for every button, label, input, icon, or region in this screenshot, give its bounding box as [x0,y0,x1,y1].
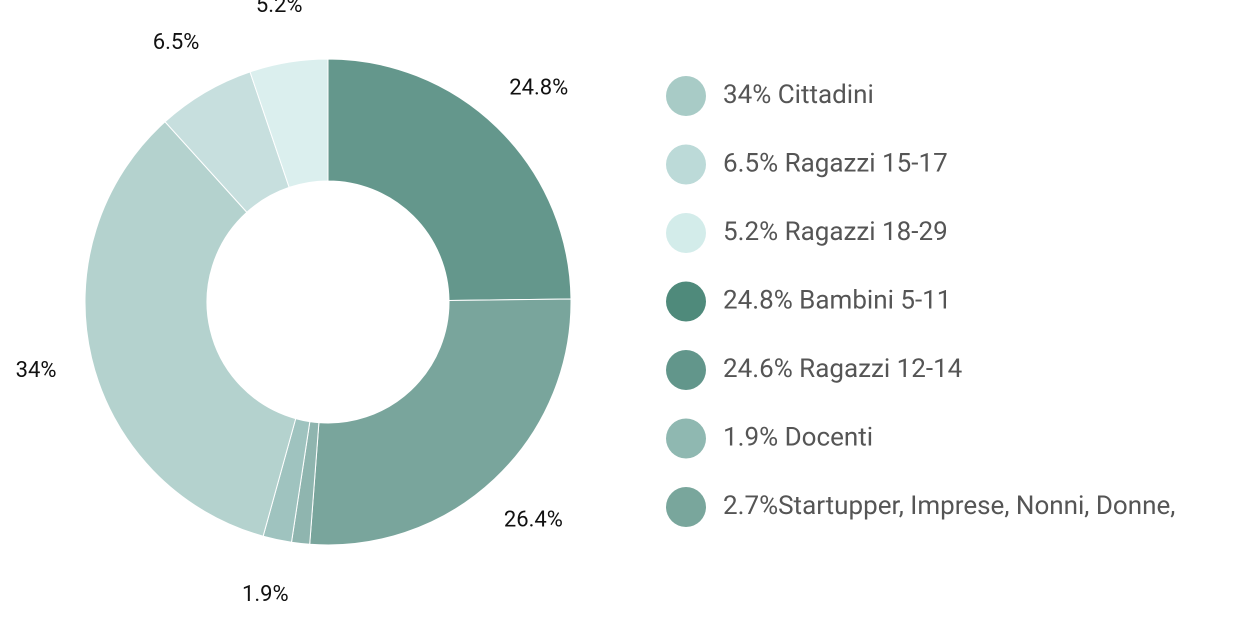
slice-label: 24.8% [509,75,568,100]
legend-swatch [666,76,706,116]
legend-swatch [666,487,706,527]
slice-label: 1.9% [242,582,289,607]
slice-label: 5.2% [256,0,303,18]
slice [309,298,572,546]
legend-swatch [666,213,706,253]
slice-label: 6.5% [153,30,200,55]
legend-swatch [666,144,706,185]
legend-label: 34% Cittadini [723,80,874,110]
slice [84,121,297,537]
legend-swatch [666,418,706,459]
slice [327,58,572,301]
legend-swatch [666,350,706,390]
legend-label: 6.5% Ragazzi 15-17 [723,148,948,178]
legend-label: 24.8% Bambini 5-11 [723,285,951,315]
slice-label: 34% [16,358,57,383]
legend-swatch [666,281,706,322]
legend-label: 24.6% Ragazzi 12-14 [723,354,963,384]
legend-label: 1.9% Docenti [723,422,873,452]
legend-label: 2.7%Startupper, Imprese, Nonni, Donne, [723,491,1175,521]
legend-label: 5.2% Ragazzi 18-29 [723,217,948,247]
slice [249,58,329,189]
slice-label: 26.4% [504,508,563,533]
